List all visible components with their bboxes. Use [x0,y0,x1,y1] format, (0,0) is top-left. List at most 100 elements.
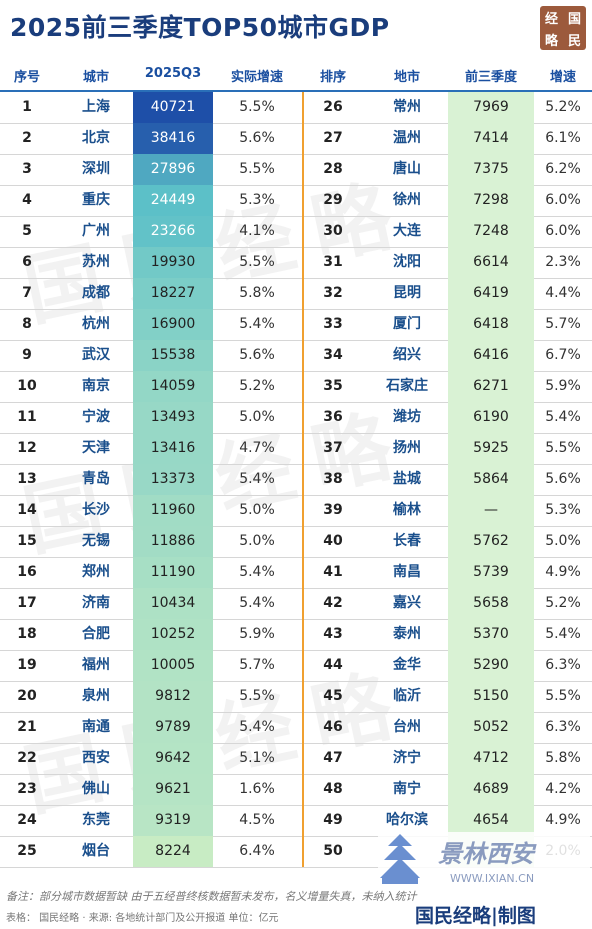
city-cell: 武汉 [82,347,110,363]
header-gdp-right: 前三季度 [464,70,517,85]
city-cell: 长沙 [82,502,110,518]
growth-cell: 5.0% [239,502,275,518]
city-cell: 福州 [82,657,110,673]
gdp-cell: 5150 [448,681,534,712]
city-cell: 金华 [393,657,421,673]
rank-cell: 46 [323,719,343,735]
stamp-text: 景林西安 [438,839,537,868]
gdp-cell: 4654 [448,805,534,836]
table-row: 12 天津 13416 4.7% 37 扬州 5925 5.5% [0,433,592,465]
gdp-cell: 19930 [133,247,213,278]
rank-cell: 11 [17,409,37,425]
gdp-cell: 9812 [133,681,213,712]
growth-cell: 6.4% [239,843,275,859]
growth-cell: 5.3% [239,192,275,208]
growth-cell: 5.0% [239,409,275,425]
page-title: 2025前三季度TOP50城市GDP [10,13,390,42]
gdp-cell: 6271 [448,371,534,402]
growth-cell: 5.2% [545,99,581,115]
growth-cell: 6.1% [545,130,581,146]
table-row: 15 无锡 11886 5.0% 40 长春 5762 5.0% [0,526,592,558]
growth-cell: 4.7% [239,440,275,456]
rank-cell: 22 [17,750,37,766]
growth-cell: 4.5% [239,812,275,828]
gdp-cell: 23266 [133,216,213,247]
growth-cell: 6.0% [545,192,581,208]
growth-cell: 4.2% [545,781,581,797]
logo-char: 略 [544,33,558,49]
rank-cell: 19 [17,657,37,673]
rank-cell: 2 [22,130,32,146]
rank-cell: 35 [323,378,343,394]
city-cell: 榆林 [393,502,421,518]
table-row: 14 长沙 11960 5.0% 39 榆林 — 5.3% [0,495,592,527]
growth-cell: 5.8% [545,750,581,766]
header-rank: 序号 [13,70,40,85]
growth-cell: 4.9% [545,812,581,828]
table-row: 4 重庆 24449 5.3% 29 徐州 7298 6.0% [0,185,592,217]
growth-cell: 4.4% [545,285,581,301]
gdp-cell: 9642 [133,743,213,774]
gdp-cell: 14059 [133,371,213,402]
table-row: 18 合肥 10252 5.9% 43 泰州 5370 5.4% [0,619,592,651]
rank-cell: 21 [17,719,37,735]
growth-cell: 5.4% [545,409,581,425]
city-cell: 佛山 [82,781,110,797]
city-cell: 盐城 [393,471,421,487]
gdp-cell: 15538 [133,340,213,371]
growth-cell: 5.4% [239,316,275,332]
table-row: 10 南京 14059 5.2% 35 石家庄 6271 5.9% [0,371,592,403]
growth-cell: 5.4% [239,595,275,611]
gdp-cell: 24449 [133,185,213,216]
city-cell: 天津 [82,440,110,456]
growth-cell: 5.6% [239,130,275,146]
gdp-cell: 10005 [133,650,213,681]
table-row: 6 苏州 19930 5.5% 31 沈阳 6614 2.3% [0,247,592,279]
growth-cell: 5.4% [239,471,275,487]
gdp-cell: 7375 [448,154,534,185]
gdp-cell: 6419 [448,278,534,309]
gdp-cell: 40721 [133,92,213,123]
city-cell: 南通 [82,719,110,735]
rank-cell: 42 [323,595,343,611]
city-cell: 济南 [82,595,110,611]
city-cell: 成都 [82,285,110,301]
footer-brand: 国民经略|制图 [415,905,536,927]
city-cell: 合肥 [82,626,110,642]
rank-cell: 50 [323,843,343,859]
city-cell: 重庆 [82,192,110,208]
rank-cell: 48 [323,781,343,797]
table-row: 3 深圳 27896 5.5% 28 唐山 7375 6.2% [0,154,592,186]
header-growth: 实际增速 [230,70,283,85]
rank-cell: 31 [323,254,343,270]
rank-cell: 13 [17,471,37,487]
growth-cell: 5.2% [239,378,275,394]
growth-cell: 5.4% [239,564,275,580]
rank-cell: 28 [323,161,343,177]
rank-cell: 47 [323,750,343,766]
rank-cell: 3 [22,161,32,177]
stamp-url: WWW.IXIAN.CN [450,872,534,885]
rank-cell: 4 [22,192,32,208]
city-cell: 泉州 [82,688,110,704]
table-row: 16 郑州 11190 5.4% 41 南昌 5739 4.9% [0,557,592,589]
growth-cell: 5.4% [545,626,581,642]
table-row: 22 西安 9642 5.1% 47 济宁 4712 5.8% [0,743,592,775]
city-cell: 泰州 [393,626,421,642]
growth-cell: 5.3% [545,502,581,518]
gdp-cell: 7298 [448,185,534,216]
growth-cell: 5.5% [239,688,275,704]
growth-cell: 5.0% [239,533,275,549]
city-cell: 苏州 [82,254,110,270]
gdp-cell: 7969 [448,92,534,123]
growth-cell: 5.0% [545,533,581,549]
city-cell: 台州 [393,719,421,735]
city-cell: 济宁 [393,750,421,766]
city-cell: 昆明 [393,285,421,301]
table-row: 2 北京 38416 5.6% 27 温州 7414 6.1% [0,123,592,155]
city-cell: 广州 [82,223,110,239]
gdp-cell: 6418 [448,309,534,340]
gdp-cell: 5658 [448,588,534,619]
rank-cell: 23 [17,781,37,797]
gdp-cell: 13493 [133,402,213,433]
